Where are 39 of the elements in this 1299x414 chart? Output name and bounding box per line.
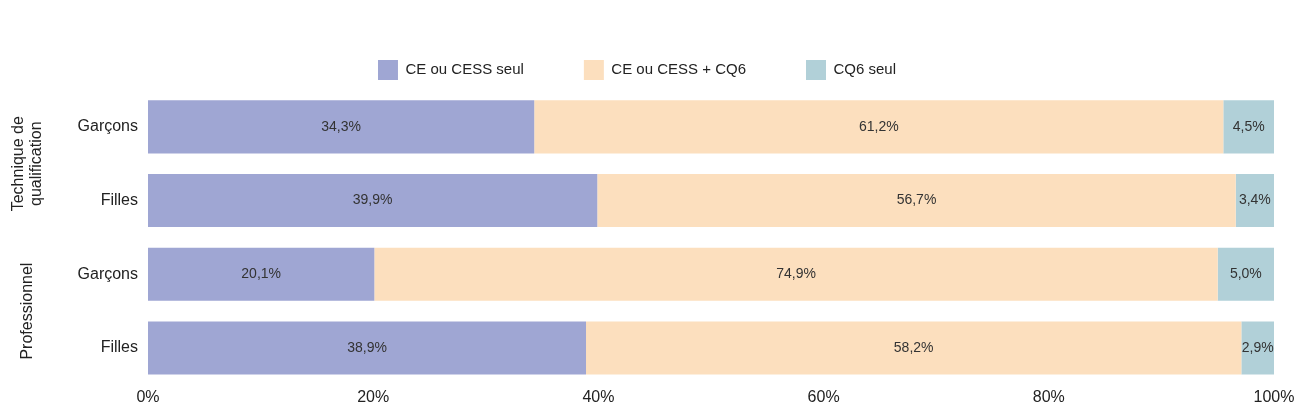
y-tick-label: Garçons [77, 117, 138, 135]
data-label: 3,4% [1238, 191, 1271, 208]
x-tick-label: 20% [357, 387, 390, 405]
x-tick-label: 60% [807, 387, 840, 405]
text: Technique de qualification [9, 116, 45, 212]
bar [148, 174, 598, 228]
y-tick-label: Filles [100, 190, 138, 208]
legend-label: CQ6 seul [833, 60, 897, 78]
bar [148, 100, 535, 154]
x-tick-label: 80% [1032, 387, 1065, 405]
bar [1241, 321, 1274, 375]
data-label: 39,9% [352, 191, 393, 208]
x-tick-label: 0% [136, 387, 160, 405]
data-label: 61,2% [858, 117, 899, 134]
text: Professionnel [18, 262, 36, 360]
x-tick-label: 100% [1253, 387, 1295, 405]
bar [148, 321, 587, 375]
data-label: 74,9% [776, 265, 816, 282]
bar [586, 321, 1242, 375]
data-label: 34,3% [321, 117, 361, 134]
bar [1235, 174, 1274, 228]
bar [534, 100, 1224, 154]
x-tick-label: 40% [582, 387, 615, 405]
y-tick-label: Garçons [77, 264, 138, 282]
y-tick-label: Filles [100, 338, 138, 356]
data-label: 4,5% [1232, 117, 1265, 134]
bar [148, 247, 375, 301]
bar [1217, 247, 1274, 301]
legend-label: CE ou CESS + CQ6 [611, 60, 747, 78]
data-label: 58,2% [893, 338, 934, 355]
data-label: 5,0% [1229, 265, 1262, 282]
data-label: 56,7% [896, 191, 937, 208]
data-label: 20,1% [241, 265, 282, 282]
bar [597, 174, 1236, 228]
data-label: 2,9% [1241, 338, 1274, 355]
bar [374, 247, 1218, 301]
bar [1223, 100, 1274, 154]
legend-label: CE ou CESS seul [405, 60, 524, 78]
data-label: 38,9% [347, 338, 387, 355]
